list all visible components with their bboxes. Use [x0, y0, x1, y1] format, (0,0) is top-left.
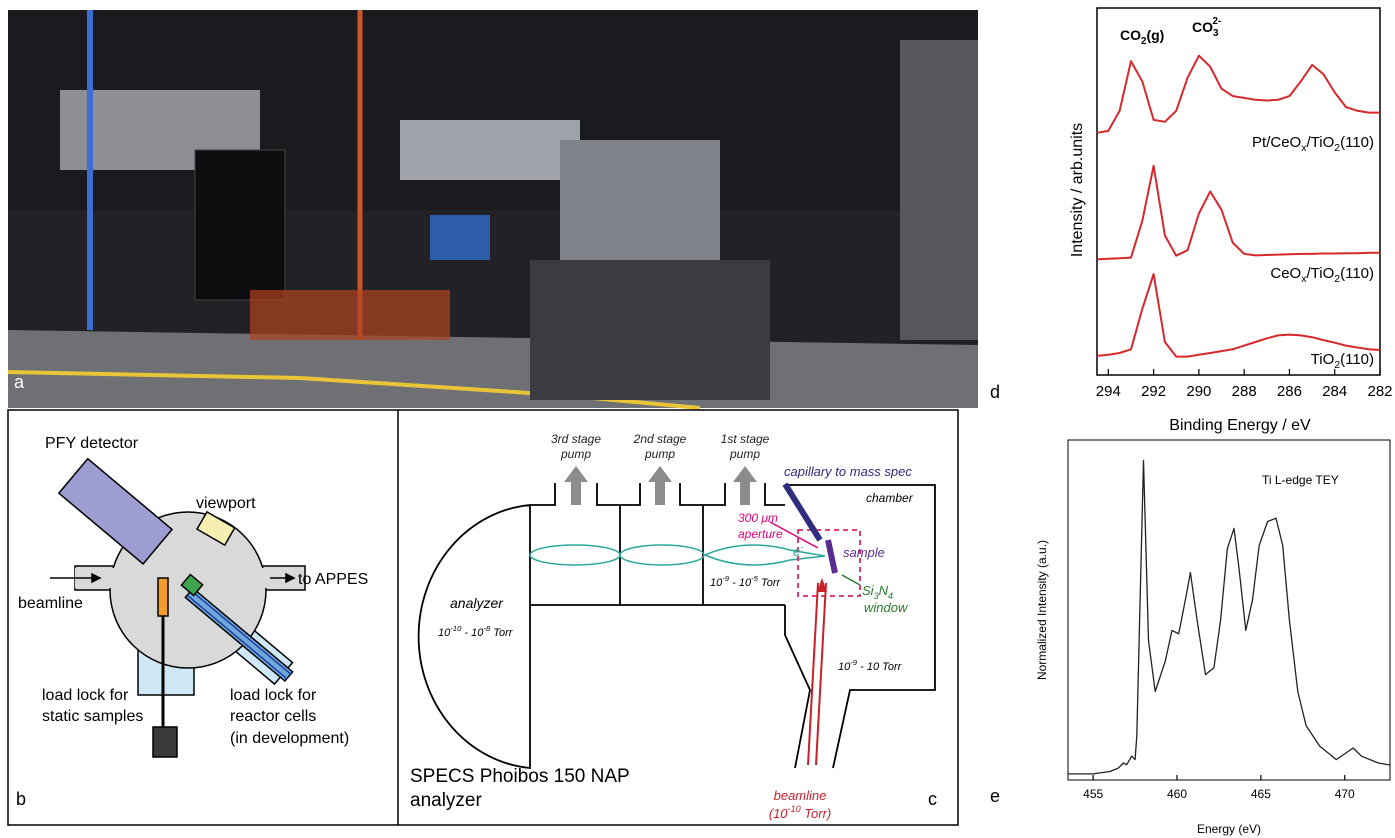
label: capillary to mass spec [784, 464, 912, 479]
x-axis-label: Binding Energy / eV [1169, 417, 1311, 434]
label: load lock for [42, 687, 129, 704]
label: aperture [738, 527, 783, 541]
plot-title: Ti L-edge TEY [1262, 473, 1339, 487]
curve [1097, 274, 1380, 357]
x-tick-label: 284 [1322, 383, 1347, 400]
figure: a PFY detector viewport beamline to APPE… [0, 0, 1395, 838]
photo [8, 10, 978, 408]
x-tick-label: 292 [1141, 383, 1166, 400]
label: viewport [196, 495, 256, 512]
y-axis-label: Intensity / arb.units [1069, 123, 1086, 257]
panel-label: a [14, 372, 25, 392]
label: beamline [774, 788, 827, 803]
x-tick-label: 460 [1167, 787, 1187, 801]
x-tick-label: 465 [1251, 787, 1271, 801]
label: beamline [18, 595, 83, 612]
x-tick-label: 286 [1277, 383, 1302, 400]
x-tick-label: 290 [1186, 383, 1211, 400]
label: CO32- [1192, 16, 1221, 39]
label: window [864, 600, 909, 615]
label: load lock for [230, 687, 317, 704]
label: pump [644, 447, 675, 461]
label: 10-10 - 10-8 Torr [438, 624, 514, 639]
label: 2nd stage [633, 432, 687, 446]
label: static samples [42, 708, 143, 725]
label: pump [729, 447, 760, 461]
label: 10-9 - 10 Torr [838, 658, 903, 673]
label: chamber [866, 491, 914, 505]
x-axis-label: Energy (eV) [1197, 822, 1261, 836]
label: 3rd stage [551, 432, 601, 446]
panel-label: d [990, 382, 1000, 402]
label: 10-9 - 10-5 Torr [710, 574, 781, 589]
label: 300 μm [738, 511, 778, 525]
y-axis-label: Normalized Intensity (a.u.) [1035, 540, 1049, 680]
label: Si3N4 [862, 583, 893, 601]
curve [1097, 166, 1380, 260]
label: analyzer [410, 790, 482, 811]
label: e- [793, 542, 803, 559]
label: SPECS Phoibos 150 NAP [410, 766, 630, 787]
label: CO2(g) [1120, 27, 1164, 47]
series-label: Pt/CeOx/TiO2(110) [1252, 134, 1374, 154]
analyzer-diagram [419, 466, 935, 768]
label: to APPES [298, 571, 368, 588]
curve [1097, 56, 1380, 133]
series-label: CeOx/TiO2(110) [1270, 265, 1374, 285]
label: analyzer [450, 595, 504, 611]
curve [1068, 460, 1390, 774]
series-label: TiO2(110) [1311, 351, 1374, 371]
label: (in development) [230, 730, 349, 747]
x-tick-label: 288 [1232, 383, 1257, 400]
x-tick-label: 455 [1083, 787, 1103, 801]
x-tick-label: 470 [1335, 787, 1355, 801]
label: (10-10 Torr) [769, 804, 832, 821]
label: sample [843, 545, 885, 560]
label: 1st stage [721, 432, 770, 446]
x-tick-label: 294 [1096, 383, 1121, 400]
x-tick-label: 282 [1367, 383, 1392, 400]
label: pump [560, 447, 591, 461]
label: reactor cells [230, 708, 316, 725]
plot-frame [1068, 440, 1390, 780]
panel-label: b [16, 789, 26, 809]
panel-label: c [928, 789, 937, 809]
panel-label: e [990, 786, 1000, 806]
label: PFY detector [45, 435, 139, 452]
